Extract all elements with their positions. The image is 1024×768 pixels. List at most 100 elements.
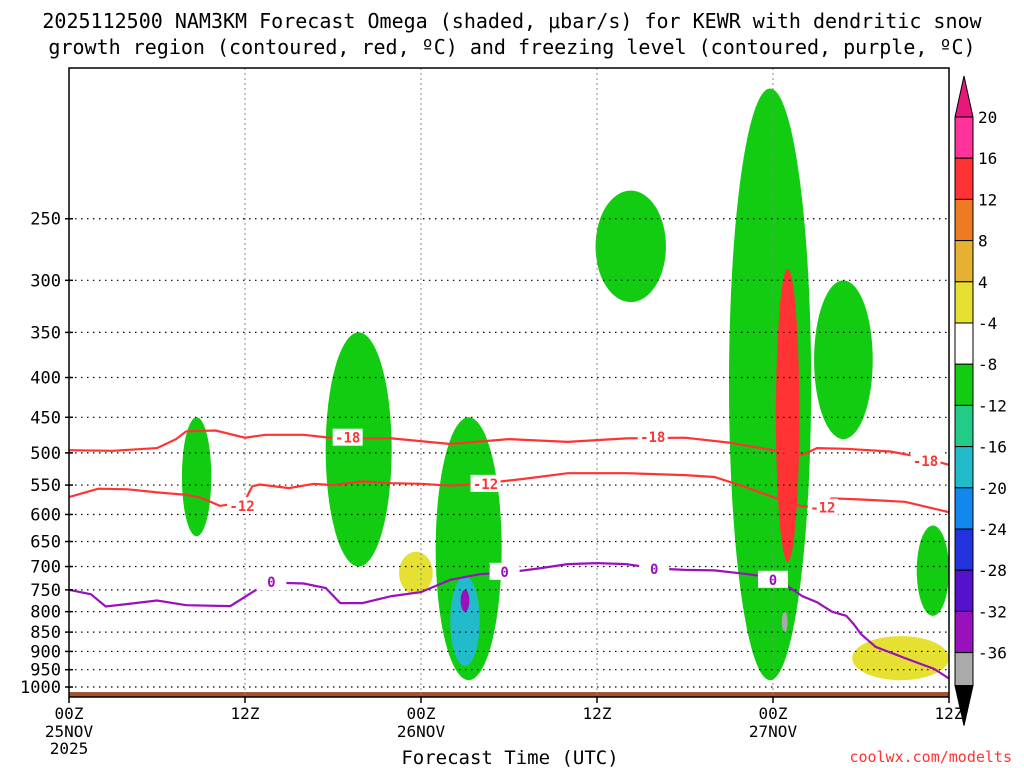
contour-label-freezing_level_0-2: 0 xyxy=(650,562,658,578)
contour-label-bg-freezing_level_0-0 xyxy=(256,573,287,591)
contour-label-dgz_-12-1: -12 xyxy=(473,477,498,493)
colorbar-label-20: 20 xyxy=(978,108,997,127)
contour-label-bg-freezing_level_0-1 xyxy=(489,562,520,580)
chart-title-line2: growth region (contoured, red, ºC) and f… xyxy=(48,35,975,59)
y-tick-label-950: 950 xyxy=(30,661,61,681)
colorbar-label-8: 8 xyxy=(978,232,988,251)
y-tick-label-800: 800 xyxy=(30,603,61,623)
colorbar-label--4: -4 xyxy=(978,314,997,333)
omega-blob-6 xyxy=(916,525,949,616)
colorbar: 20 16 12 8 4 -4 -8 -12 -16 -20 -24 -28 -32 -36 xyxy=(954,75,1007,726)
colorbar-box-8 xyxy=(954,240,974,283)
y-tick-label-500: 500 xyxy=(30,444,61,464)
colorbar-label--8: -8 xyxy=(978,355,997,374)
colorbar-box--24 xyxy=(954,528,974,571)
omega-shaded-field xyxy=(181,88,949,681)
colorbar-top-arrow xyxy=(954,75,974,118)
contour-label-bg-dgz_-12-2 xyxy=(807,498,838,516)
colorbar-box--28 xyxy=(954,569,974,612)
y-axis: 2503003504004505005506006507007508008509… xyxy=(20,210,73,698)
contour-dgz_-18 xyxy=(68,429,950,466)
x-tick-date-0: 25NOV xyxy=(45,722,94,741)
omega-blob-8 xyxy=(460,589,470,612)
colorbar-box--32 xyxy=(954,610,974,654)
colorbar-label--12: -12 xyxy=(978,396,1007,415)
colorbar-box--20 xyxy=(954,487,974,530)
colorbar-label--36: -36 xyxy=(978,644,1007,663)
colorbar-box-20 xyxy=(954,116,974,159)
x-tick-label-0: 00Z xyxy=(55,704,84,723)
x-tick-date-2: 26NOV xyxy=(397,722,446,741)
y-tick-label-350: 350 xyxy=(30,323,61,343)
y-tick-label-700: 700 xyxy=(30,558,61,578)
omega-blob-0 xyxy=(181,417,212,537)
contour-label-dgz_-18-0: -18 xyxy=(335,431,360,447)
colorbar-box--4 xyxy=(954,322,974,365)
y-tick-label-850: 850 xyxy=(30,623,61,643)
x-tick-label-5: 12Z xyxy=(935,704,964,723)
y-tick-label-600: 600 xyxy=(30,505,61,525)
contour-label-dgz_-18-1: -18 xyxy=(640,430,665,446)
contour-dgz_-12 xyxy=(68,472,950,514)
colorbar-label--20: -20 xyxy=(978,479,1007,498)
y-tick-label-550: 550 xyxy=(30,476,61,496)
y-tick-label-650: 650 xyxy=(30,533,61,553)
contour-label-bg-freezing_level_0-2 xyxy=(639,559,670,577)
credit-link[interactable]: coolwx.com/modelts xyxy=(849,748,1012,766)
y-tick-label-400: 400 xyxy=(30,369,61,389)
colorbar-label--16: -16 xyxy=(978,438,1007,457)
contour-label-freezing_level_0-0: 0 xyxy=(267,575,275,591)
x-tick-year-0: 2025 xyxy=(50,739,89,758)
omega-blob-13 xyxy=(399,551,433,595)
colorbar-label--24: -24 xyxy=(978,520,1007,539)
contour-label-bg-dgz_-12-0 xyxy=(227,496,258,514)
contour-label-bg-dgz_-18-0 xyxy=(332,428,363,446)
chart-title-line1: 2025112500 NAM3KM Forecast Omega (shaded… xyxy=(42,9,982,33)
colorbar-bottom-arrow xyxy=(954,685,974,726)
contour-label-bg-dgz_-12-1 xyxy=(470,474,501,492)
colorbar-label-12: 12 xyxy=(978,190,997,209)
contour-label-freezing_level_0-3: 0 xyxy=(769,573,777,589)
colorbar-box-4 xyxy=(954,281,974,324)
omega-blob-11 xyxy=(775,268,800,562)
contour-label-dgz_-12-0: -12 xyxy=(229,499,254,515)
omega-blob-5 xyxy=(814,280,873,440)
y-tick-label-900: 900 xyxy=(30,642,61,662)
omega-blob-7 xyxy=(450,576,480,667)
contour-label-bg-freezing_level_0-3 xyxy=(758,570,788,588)
colorbar-label--28: -28 xyxy=(978,561,1007,580)
colorbar-box--8 xyxy=(954,363,974,406)
colorbar-box--12 xyxy=(954,404,974,448)
terrain-below-ground xyxy=(69,692,949,697)
colorbar-box-16 xyxy=(954,157,974,200)
colorbar-label--32: -32 xyxy=(978,602,1007,621)
colorbar-box--36 xyxy=(954,652,974,687)
omega-blob-12 xyxy=(852,636,949,681)
y-tick-label-300: 300 xyxy=(30,271,61,291)
contour-freezing_level_0 xyxy=(68,561,950,680)
colorbar-label-16: 16 xyxy=(978,149,997,168)
contour-label-dgz_-12-2: -12 xyxy=(810,501,835,517)
colorbar-label-4: 4 xyxy=(978,273,988,292)
ground-fill xyxy=(69,692,949,697)
grid-lines xyxy=(69,68,949,697)
contour-lines: -18 -18 -18 -12 -12 -12 0 0 0 0 xyxy=(68,427,950,680)
omega-blob-3 xyxy=(595,190,666,303)
y-tick-label-450: 450 xyxy=(30,408,61,428)
contour-label-dgz_-18-2: -18 xyxy=(913,454,938,470)
colorbar-box-12 xyxy=(954,198,974,242)
omega-blob-9 xyxy=(781,611,788,633)
y-tick-label-750: 750 xyxy=(30,581,61,601)
y-tick-label-250: 250 xyxy=(30,210,61,230)
colorbar-box--16 xyxy=(954,446,974,489)
contour-label-bg-dgz_-18-2 xyxy=(910,451,941,469)
plot-frame xyxy=(68,67,950,698)
x-tick-label-1: 12Z xyxy=(231,704,260,723)
y-tick-label-1000: 1000 xyxy=(20,678,61,698)
x-tick-date-4: 27NOV xyxy=(749,722,798,741)
x-tick-label-4: 00Z xyxy=(759,704,788,723)
x-axis-label: Forecast Time (UTC) xyxy=(401,747,618,768)
x-tick-label-2: 00Z xyxy=(407,704,436,723)
